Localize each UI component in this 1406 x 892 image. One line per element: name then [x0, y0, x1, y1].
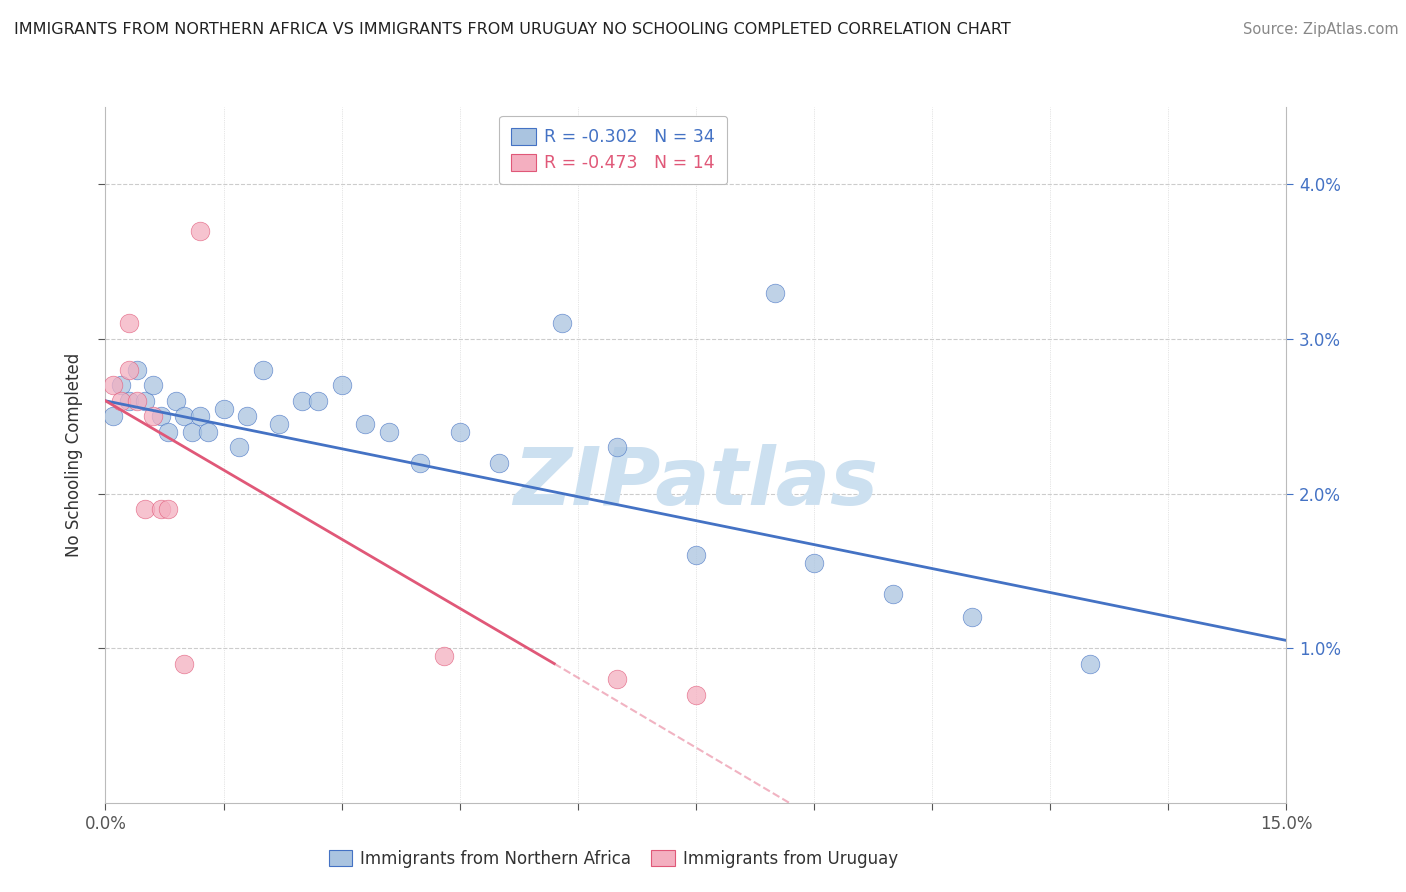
Point — [307, 393, 329, 408]
Y-axis label: No Schooling Completed: No Schooling Completed — [65, 353, 83, 557]
Point — [125, 363, 148, 377]
Point — [330, 378, 353, 392]
Point — [173, 409, 195, 424]
Point — [551, 317, 574, 331]
Point — [882, 587, 904, 601]
Point — [134, 502, 156, 516]
Point — [188, 409, 211, 424]
Point — [763, 285, 786, 300]
Point — [433, 648, 456, 663]
Point — [960, 610, 983, 624]
Point — [197, 425, 219, 439]
Point — [188, 224, 211, 238]
Point — [142, 409, 165, 424]
Point — [685, 688, 707, 702]
Point — [291, 393, 314, 408]
Text: ZIPatlas: ZIPatlas — [513, 443, 879, 522]
Point — [118, 393, 141, 408]
Point — [1078, 657, 1101, 671]
Point — [449, 425, 471, 439]
Point — [142, 378, 165, 392]
Point — [409, 456, 432, 470]
Point — [267, 417, 290, 431]
Point — [488, 456, 510, 470]
Point — [378, 425, 401, 439]
Point — [165, 393, 187, 408]
Point — [134, 393, 156, 408]
Point — [125, 393, 148, 408]
Point — [606, 440, 628, 454]
Point — [157, 502, 180, 516]
Point — [173, 657, 195, 671]
Point — [149, 502, 172, 516]
Point — [103, 378, 125, 392]
Point — [354, 417, 377, 431]
Point — [252, 363, 274, 377]
Point — [110, 378, 132, 392]
Point — [110, 393, 132, 408]
Legend: Immigrants from Northern Africa, Immigrants from Uruguay: Immigrants from Northern Africa, Immigra… — [322, 843, 904, 874]
Point — [181, 425, 204, 439]
Point — [685, 549, 707, 563]
Text: Source: ZipAtlas.com: Source: ZipAtlas.com — [1243, 22, 1399, 37]
Point — [606, 672, 628, 686]
Point — [228, 440, 250, 454]
Point — [212, 401, 235, 416]
Point — [157, 425, 180, 439]
Point — [118, 317, 141, 331]
Point — [103, 409, 125, 424]
Point — [236, 409, 259, 424]
Point — [149, 409, 172, 424]
Point — [803, 556, 825, 570]
Point — [118, 363, 141, 377]
Text: IMMIGRANTS FROM NORTHERN AFRICA VS IMMIGRANTS FROM URUGUAY NO SCHOOLING COMPLETE: IMMIGRANTS FROM NORTHERN AFRICA VS IMMIG… — [14, 22, 1011, 37]
